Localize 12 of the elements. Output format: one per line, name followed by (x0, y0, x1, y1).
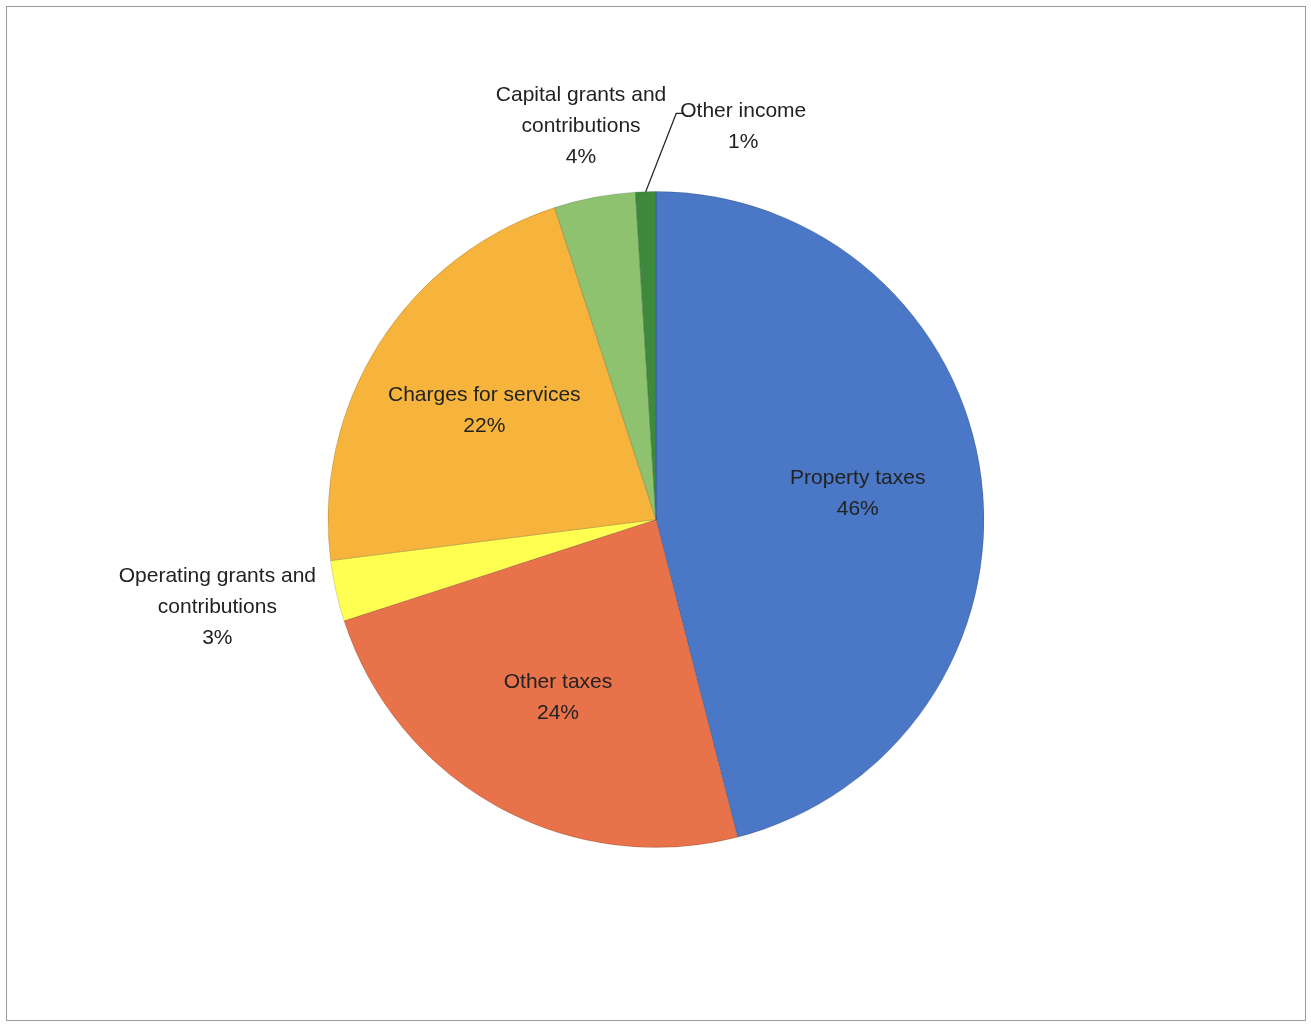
data-label: 1% (728, 129, 759, 153)
data-label: 24% (537, 700, 580, 723)
data-label: 22% (463, 412, 506, 436)
slice-label: Other income (680, 98, 807, 122)
data-label: 3% (202, 624, 233, 648)
slice-label: Property taxes (790, 465, 926, 489)
slice-label: Other taxes (503, 669, 613, 692)
data-label: 4% (565, 144, 597, 168)
data-label: 46% (836, 496, 879, 520)
slice-label: Capital grants and contributions (495, 82, 667, 137)
slice-label: Operating grants and contributions (118, 562, 316, 617)
slice-label: Charges for services (388, 381, 581, 405)
